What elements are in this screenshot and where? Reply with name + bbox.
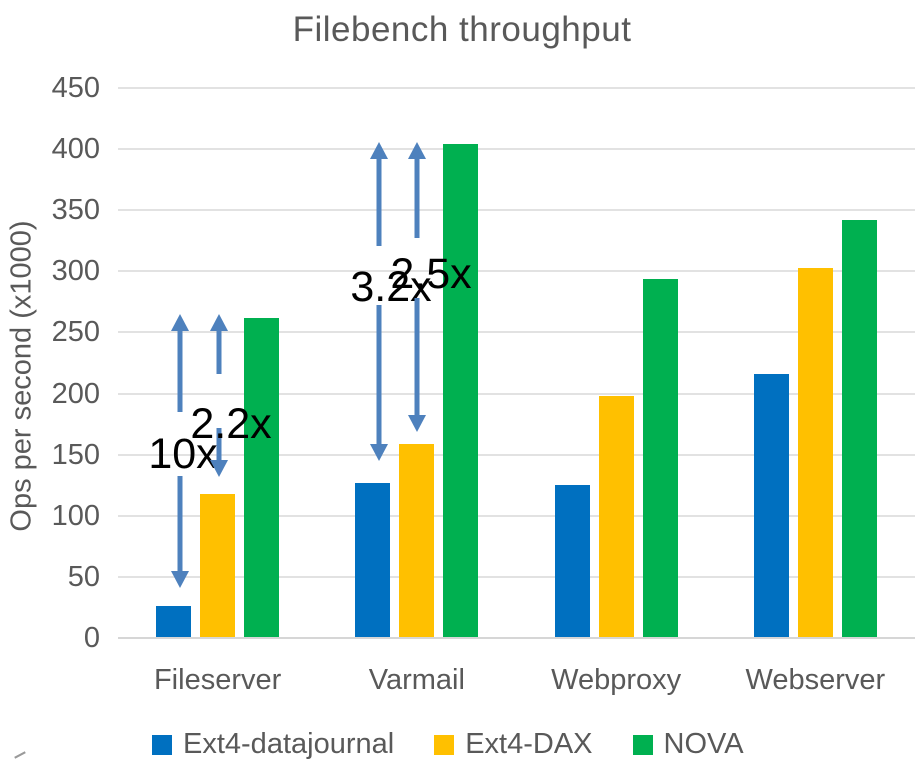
arrow-down-shaft [177, 476, 183, 573]
bar-ext4-datajournal-varmail [355, 482, 391, 637]
arrow-up-shaft [216, 329, 222, 374]
x-axis-line [118, 637, 915, 639]
bar-ext4-dax-varmail [399, 443, 435, 637]
y-tick-label: 350 [51, 194, 100, 227]
bar-ext4-dax-webproxy [598, 396, 634, 637]
arrow-up-shaft [376, 157, 382, 246]
legend-item-ext4-dax: Ext4-DAX [434, 728, 593, 761]
x-category-label: Webproxy [551, 664, 682, 696]
bar-nova-webserver [841, 220, 877, 637]
gridline [118, 148, 915, 151]
y-tick-label: 250 [51, 316, 100, 349]
legend-swatch [152, 734, 172, 755]
arrow-down-head [210, 460, 228, 477]
chart-title: Filebench throughput [292, 10, 632, 49]
gridline [118, 575, 915, 578]
arrow-down-shaft [414, 298, 420, 417]
gridline [118, 270, 915, 273]
y-tick-label: 100 [51, 499, 100, 532]
arrow-down-head [408, 415, 426, 432]
legend-swatch [434, 734, 455, 755]
arrow-up-shaft [414, 157, 420, 238]
x-category-label: Webserver [745, 664, 886, 696]
arrow-down-shaft [216, 428, 222, 462]
y-tick-label: 50 [67, 560, 100, 593]
bar-ext4-dax-webserver [797, 267, 833, 637]
arrow-up-head [408, 142, 426, 159]
legend-item-nova: NOVA [632, 728, 744, 761]
legend-swatch [632, 734, 653, 755]
bar-ext4-datajournal-webproxy [554, 485, 590, 637]
gridline [118, 209, 915, 212]
arrow-up-head [210, 314, 228, 331]
bar-nova-fileserver [244, 317, 280, 637]
y-tick-label: 200 [51, 377, 100, 410]
legend-label: Ext4-datajournal [183, 728, 395, 760]
y-tick-label: 0 [83, 622, 100, 654]
bar-ext4-dax-fileserver [200, 493, 236, 637]
y-tick-label: 150 [51, 438, 100, 471]
y-tick-label: 450 [51, 72, 100, 104]
gridline [118, 514, 915, 517]
bar-ext4-datajournal-webserver [753, 374, 789, 637]
stray-mark [14, 751, 26, 759]
legend-label: NOVA [663, 728, 744, 760]
x-category-label: Fileserver [153, 664, 282, 696]
bar-ext4-datajournal-fileserver [156, 606, 192, 637]
bar-nova-webproxy [642, 278, 678, 637]
x-category-label: Varmail [368, 664, 465, 696]
arrow-down-head [171, 571, 189, 588]
legend: Ext4-datajournal Ext4-DAX NOVA [152, 728, 744, 761]
gridline [118, 331, 915, 334]
arrow-up-head [171, 314, 189, 331]
arrow-up-shaft [177, 329, 183, 412]
gridline [118, 392, 915, 395]
gridline [118, 453, 915, 456]
y-tick-label: 300 [51, 255, 100, 288]
legend-label: Ext4-DAX [465, 728, 593, 760]
arrow-up-head [370, 142, 388, 159]
annotation-3.2x: 3.2x [350, 142, 432, 461]
bar-nova-varmail [443, 144, 479, 637]
gridline [118, 87, 915, 89]
arrow-down-head [370, 444, 388, 461]
y-tick-label: 400 [51, 133, 100, 166]
legend-item-ext4-datajournal: Ext4-datajournal [152, 728, 394, 761]
arrow-down-shaft [376, 305, 382, 446]
